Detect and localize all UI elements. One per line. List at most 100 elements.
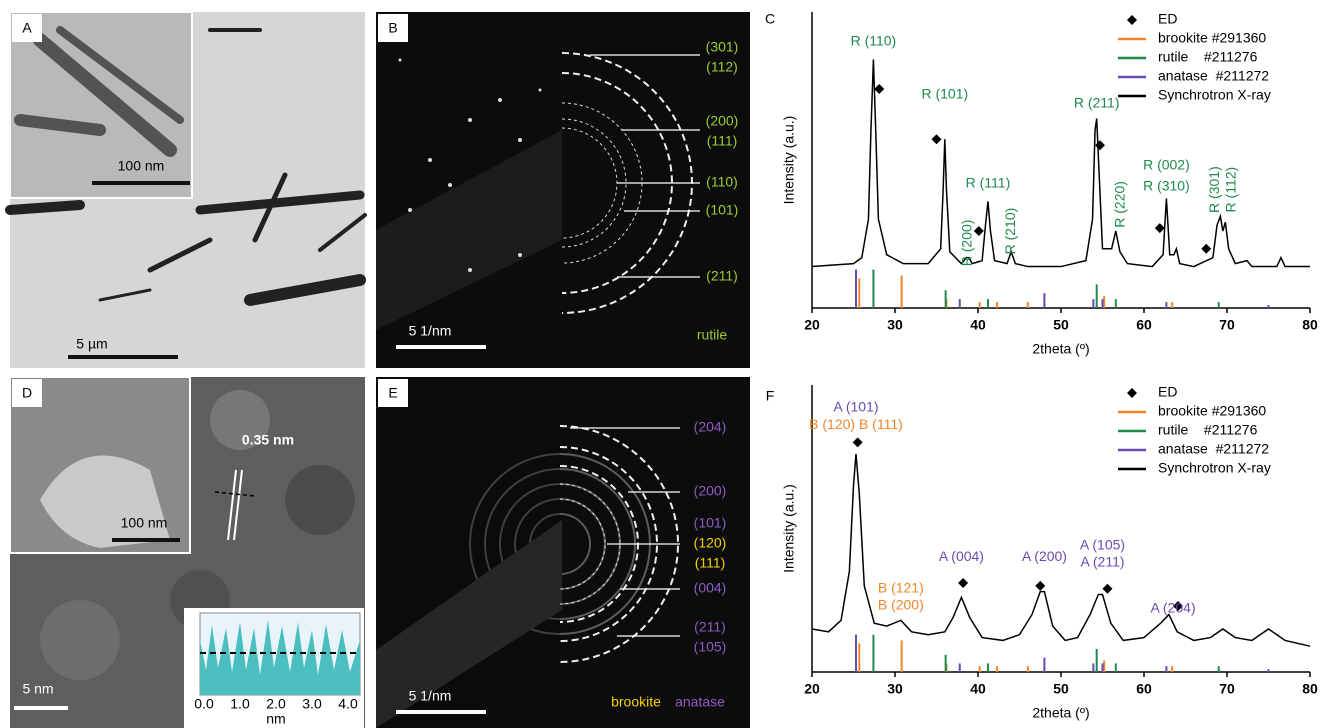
panel-label: E xyxy=(388,385,397,401)
panel-a: A 100 nm 5 µm xyxy=(10,12,365,368)
tick-label: 3.0 xyxy=(302,696,322,712)
legend-label: anatase #211272 xyxy=(1158,68,1269,84)
phase-label: rutile xyxy=(697,327,728,343)
peak-label: B (120) B (111) xyxy=(809,416,903,432)
peak-label: R (200) xyxy=(959,220,975,267)
ed-marker xyxy=(1035,581,1045,591)
diffraction-pattern xyxy=(376,12,750,368)
x-tick-label: 80 xyxy=(1302,681,1318,697)
figure: A 100 nm 5 µm (301) (112) (200) (111) (1… xyxy=(0,0,1323,728)
ring-label: (120) xyxy=(694,535,727,551)
peak-label: R (101) xyxy=(921,86,968,102)
ed-marker xyxy=(1201,244,1211,254)
ed-marker xyxy=(853,437,863,447)
peak-label: R (211) xyxy=(1074,94,1120,110)
x-tick-label: 40 xyxy=(970,317,986,333)
ed-marker xyxy=(932,134,942,144)
peak-label: A (200) xyxy=(1022,548,1067,564)
phase-label: anatase xyxy=(675,694,725,710)
panel-label: F xyxy=(766,388,775,404)
ring-label: (204) xyxy=(694,419,727,435)
ring-label: (211) xyxy=(706,268,738,284)
panel-d: D 0.35 nm 100 nm 5 nm 0.0 1.0 2.0 3.0 4.… xyxy=(10,377,365,728)
peak-label: B (200) xyxy=(878,597,924,613)
spacing-label: 0.35 nm xyxy=(242,432,294,448)
ring-label: (200) xyxy=(694,483,727,499)
x-tick-label: 70 xyxy=(1219,681,1235,697)
panel-label: D xyxy=(22,385,32,401)
legend-marker xyxy=(1127,15,1137,25)
tick-label: 1.0 xyxy=(230,696,250,712)
peak-label: A (211) xyxy=(1080,554,1124,570)
ed-marker xyxy=(874,84,884,94)
x-tick-label: 50 xyxy=(1053,317,1069,333)
legend-label: anatase #211272 xyxy=(1158,441,1269,457)
legend-label: rutile #211276 xyxy=(1158,49,1258,65)
peak-label: R (111) xyxy=(966,174,1011,190)
x-tick-label: 30 xyxy=(887,317,903,333)
ring-label: (101) xyxy=(706,202,739,218)
ring-label: (004) xyxy=(694,580,727,596)
ring-label: (105) xyxy=(694,639,727,655)
legend-label: Synchrotron X-ray xyxy=(1158,87,1271,103)
ed-marker xyxy=(1102,584,1112,594)
peak-label: R (220) xyxy=(1111,181,1127,228)
x-tick-label: 30 xyxy=(887,681,903,697)
x-axis-label: 2theta (º) xyxy=(1032,341,1089,357)
scale-label: 5 1/nm xyxy=(409,688,452,704)
legend-label: rutile #211276 xyxy=(1158,422,1258,438)
scale-label: 5 nm xyxy=(22,681,53,697)
ring-label: (101) xyxy=(694,515,727,531)
panel-label: B xyxy=(388,20,397,36)
panel-e: (204) (200) (101) (120) (111) (004) (211… xyxy=(376,377,750,728)
x-tick-label: 60 xyxy=(1136,317,1152,333)
peak-label: R (301) xyxy=(1206,166,1222,213)
panel-label: C xyxy=(765,11,775,27)
legend-marker xyxy=(1127,388,1137,398)
peak-label: A (105) xyxy=(1080,536,1125,552)
tick-label: 4.0 xyxy=(338,696,358,712)
x-tick-label: 50 xyxy=(1053,681,1069,697)
x-tick-label: 70 xyxy=(1219,317,1235,333)
ring-label: (301) xyxy=(706,39,739,55)
peak-label: R (110) xyxy=(851,32,897,48)
x-tick-label: 40 xyxy=(970,681,986,697)
peak-label: R (112) xyxy=(1223,167,1239,213)
peak-label: A (204) xyxy=(1150,600,1195,616)
legend-label: brookite #291360 xyxy=(1158,30,1266,46)
scale-label: 5 µm xyxy=(76,336,107,352)
peak-label: A (101) xyxy=(833,399,878,415)
legend-label: ED xyxy=(1158,11,1177,27)
panel-label: A xyxy=(22,20,32,36)
ed-marker xyxy=(958,578,968,588)
legend-label: ED xyxy=(1158,384,1177,400)
ed-marker xyxy=(974,226,984,236)
x-tick-label: 60 xyxy=(1136,681,1152,697)
peak-label: A (004) xyxy=(939,548,984,564)
legend-label: Synchrotron X-ray xyxy=(1158,460,1271,476)
tick-label: 0.0 xyxy=(194,696,214,712)
y-axis-label: Intensity (a.u.) xyxy=(781,484,797,573)
phase-label: brookite xyxy=(611,694,661,710)
ring-label: (111) xyxy=(695,555,726,571)
x-axis-label: 2theta (º) xyxy=(1032,705,1089,721)
scale-label: 5 1/nm xyxy=(409,323,452,339)
x-tick-label: 20 xyxy=(804,317,820,333)
ring-label: (110) xyxy=(706,174,738,190)
panel-b: (301) (112) (200) (111) (110) (101) (211… xyxy=(376,12,750,368)
ed-marker xyxy=(1095,140,1105,150)
y-axis-label: Intensity (a.u.) xyxy=(781,116,797,205)
peak-label: R (210) xyxy=(1002,208,1018,255)
ed-marker xyxy=(1155,223,1165,233)
ring-label: (112) xyxy=(706,59,738,75)
x-tick-label: 20 xyxy=(804,681,820,697)
tick-label: 2.0 xyxy=(266,696,286,712)
scale-label: 100 nm xyxy=(121,515,168,531)
ring-label: (211) xyxy=(694,619,726,635)
peak-label: R (310) xyxy=(1143,177,1190,193)
ring-label: (111) xyxy=(707,133,738,149)
peak-label: R (002) xyxy=(1143,157,1190,173)
axis-label: nm xyxy=(266,711,285,727)
x-tick-label: 80 xyxy=(1302,317,1318,333)
ring-label: (200) xyxy=(706,113,739,129)
